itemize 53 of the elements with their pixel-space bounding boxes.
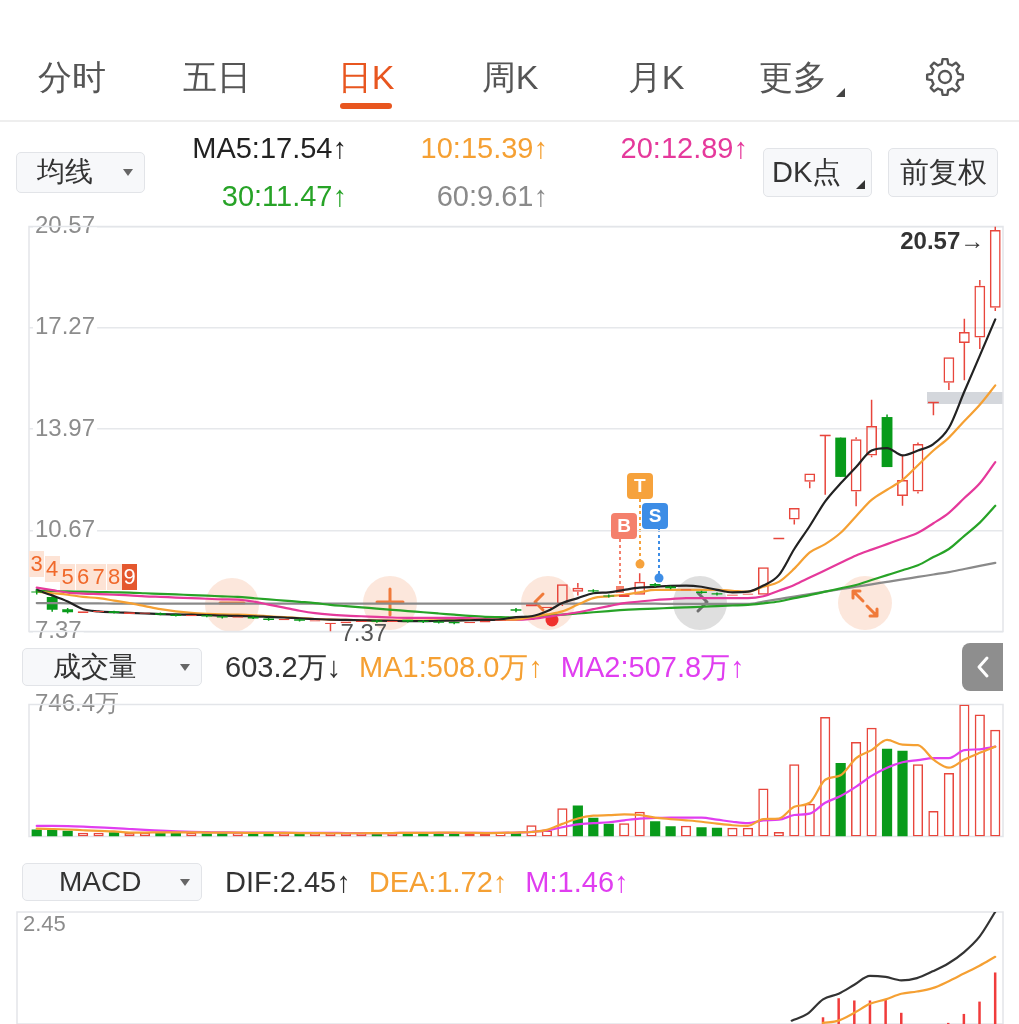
bar (978, 1001, 981, 1024)
text: 60:9.61↑ (436, 179, 548, 214)
text: 20:12.89↑ (620, 131, 748, 166)
badge: B (611, 513, 638, 540)
text: MA1:508.0万↑ (359, 650, 543, 685)
text: 603.2万↓ (225, 650, 342, 685)
dropdown-button: MACD (22, 863, 202, 901)
text: MA2:507.8万↑ (560, 650, 745, 685)
y-tick-label: 746.4万 (35, 689, 120, 717)
text: 月K (627, 57, 685, 97)
text: 10:15.39↑ (420, 131, 548, 166)
y-tick-label: 10.67 (35, 514, 96, 542)
text: MA5:17.54↑ (192, 131, 347, 166)
bar (603, 823, 614, 837)
bar (650, 821, 661, 837)
y-tick-label: 17.27 (35, 312, 96, 340)
text: 日K (337, 57, 395, 97)
text: 更多 (759, 57, 827, 97)
text: 五日 (183, 57, 251, 97)
text: 30:11.47↑ (221, 179, 347, 214)
text: 周K (481, 57, 539, 97)
annotation: 2.45 (23, 911, 66, 937)
badge: 5 (60, 564, 76, 591)
annotation: 20.57→ (900, 227, 985, 255)
bar (900, 1012, 903, 1024)
bar (665, 826, 676, 837)
badge: 4 (44, 556, 60, 583)
bar (881, 748, 893, 837)
badge: 7 (91, 564, 107, 591)
badge: 6 (75, 564, 91, 591)
dropdown-button: 均线 (16, 152, 145, 193)
bar (696, 827, 707, 837)
text: DIF:2.45↑ (225, 865, 351, 900)
badge: 8 (106, 564, 122, 591)
y-tick-label: 13.97 (35, 413, 96, 441)
text: 分时 (38, 57, 106, 97)
badge: 9 (122, 564, 137, 591)
button: DK点 (763, 148, 872, 197)
text: DEA:1.72↑ (368, 865, 508, 900)
dropdown-button: 成交量 (22, 648, 202, 686)
badge: T (626, 473, 653, 500)
bar (837, 998, 840, 1024)
annotation: 7.37 (340, 619, 388, 647)
y-tick-label: 7.37 (35, 616, 82, 644)
text: M:1.46↑ (525, 865, 629, 900)
bar (897, 750, 908, 837)
badge: S (642, 503, 669, 530)
y-tick-label: 20.57 (35, 211, 96, 239)
badge: 3 (29, 551, 45, 578)
bar (884, 999, 887, 1024)
bar (853, 1000, 856, 1024)
bar (835, 763, 846, 837)
button: 前复权 (888, 148, 998, 197)
